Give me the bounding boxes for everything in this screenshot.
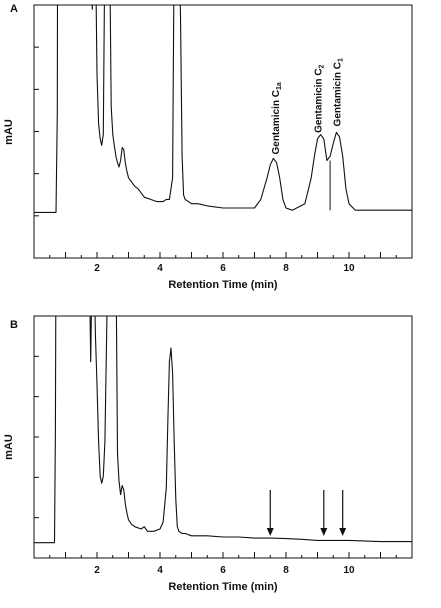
x-tick-label: 10 <box>343 263 355 274</box>
x-tick-label: 4 <box>157 565 163 576</box>
x-tick-label: 2 <box>94 263 100 274</box>
chart-panel-a: A 2 4 6 8 10 Retention Time (min) mAU Gentamicin… <box>3 3 413 291</box>
peak-label: Gentamicin C1a <box>271 82 283 154</box>
peak-label: Gentamicin C1 <box>332 58 344 126</box>
chromatogram-trace <box>34 5 412 213</box>
x-tick-label: 8 <box>283 263 289 274</box>
y-axis-label: mAU <box>3 434 15 460</box>
x-tick-label: 8 <box>283 565 289 576</box>
peak-label: Gentamicin C2 <box>314 64 326 132</box>
chart-panel-b: B 2 4 6 8 10 Retention Time (min) mAU <box>3 315 413 593</box>
x-tick-label: 6 <box>220 263 226 274</box>
panel-label: B <box>10 319 18 331</box>
x-tick-label: 2 <box>94 565 100 576</box>
panel-label: A <box>10 3 18 15</box>
plot-frame <box>33 4 413 259</box>
marker-arrow <box>266 490 274 536</box>
chromatogram-trace <box>34 316 412 544</box>
y-axis-label: mAU <box>3 119 15 145</box>
marker-arrow <box>320 490 328 536</box>
x-tick-label: 10 <box>343 565 355 576</box>
marker-arrow <box>339 490 347 536</box>
x-axis-label: Retention Time (min) <box>168 279 278 291</box>
x-tick-label: 4 <box>157 263 163 274</box>
x-axis-label: Retention Time (min) <box>168 581 278 593</box>
x-tick-label: 6 <box>220 565 226 576</box>
